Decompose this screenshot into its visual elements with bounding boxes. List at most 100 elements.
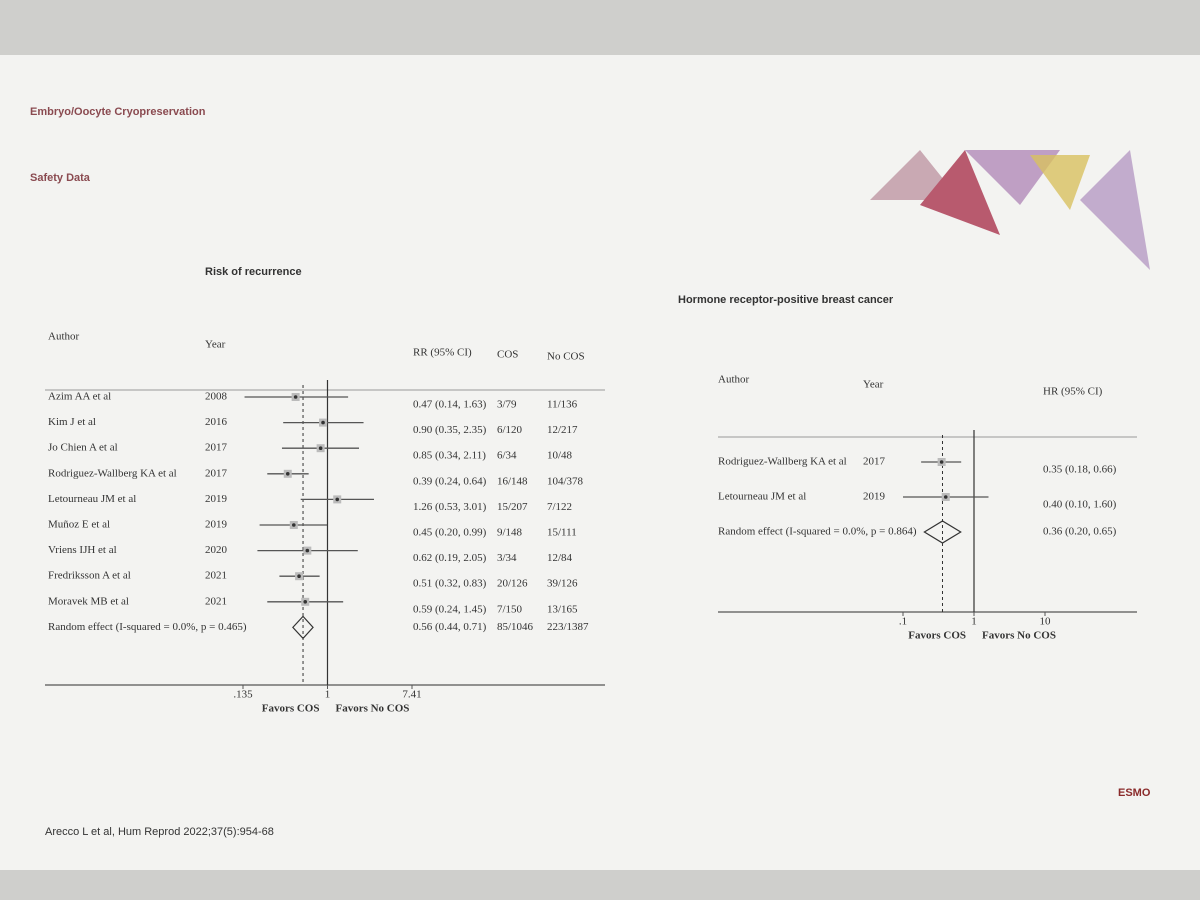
column-header: COS [497, 349, 518, 361]
estimate-label: 0.36 (0.20, 0.65) [1043, 526, 1117, 538]
author: Jo Chien A et al [48, 442, 118, 454]
column-header: HR (95% CI) [1043, 386, 1103, 398]
year: 2021 [205, 595, 227, 607]
estimate-label: 0.40 (0.10, 1.60) [1043, 499, 1117, 511]
author: Fredriksson A et al [48, 570, 131, 582]
author: Moravek MB et al [48, 595, 129, 607]
estimate-label: 0.51 (0.32, 0.83) [413, 578, 487, 590]
year: 2008 [205, 391, 228, 403]
cos: 15/207 [497, 501, 528, 513]
point [321, 420, 325, 425]
favors-label: Favors No COS [335, 703, 409, 715]
cos: 20/126 [497, 578, 528, 590]
point [939, 460, 944, 464]
cos: 6/34 [497, 450, 517, 462]
author: Rodriguez-Wallberg KA et al [48, 467, 177, 479]
no-cos: 12/217 [547, 424, 578, 436]
year: 2019 [205, 519, 228, 531]
no-cos: 104/378 [547, 475, 584, 487]
no-cos: 12/84 [547, 552, 573, 564]
deco [1080, 150, 1150, 270]
no-cos: 39/126 [547, 578, 578, 590]
point [293, 395, 298, 399]
x-tick-label: 10 [1040, 616, 1052, 628]
year: 2019 [205, 493, 228, 505]
author: Rodriguez-Wallberg KA et al [718, 456, 847, 468]
point [285, 472, 290, 476]
estimate-label: 0.62 (0.19, 2.05) [413, 552, 487, 564]
no-cos: 15/111 [547, 527, 577, 539]
author: Kim J et al [48, 416, 96, 428]
author: Vriens IJH et al [48, 544, 117, 556]
estimate-label: 0.90 (0.35, 2.35) [413, 424, 487, 436]
x-tick-label: .135 [233, 689, 253, 701]
column-header: Author [718, 374, 750, 386]
x-tick-label: 1 [325, 689, 331, 701]
deco [920, 150, 1000, 235]
cos: 16/148 [497, 475, 528, 487]
estimate-label: 0.85 (0.34, 2.11) [413, 450, 486, 462]
estimate-label: 0.47 (0.14, 1.63) [413, 399, 487, 411]
favors-label: Favors COS [262, 703, 320, 715]
column-header: No COS [547, 351, 585, 363]
year: 2021 [205, 570, 227, 582]
no-cos: 10/48 [547, 450, 573, 462]
cos: 9/148 [497, 527, 523, 539]
author: Muñoz E et al [48, 519, 110, 531]
year: 2016 [205, 416, 228, 428]
no-cos: 223/1387 [547, 621, 589, 633]
column-header: Year [863, 379, 884, 391]
year: 2017 [863, 456, 886, 468]
point [318, 446, 323, 451]
author: Letourneau JM et al [718, 491, 806, 503]
chart-title: Risk of recurrence [205, 266, 302, 278]
pooled-label: Random effect (I-squared = 0.0%, p = 0.4… [48, 621, 247, 633]
logo: ESMO [1118, 787, 1151, 799]
footer: Arecco L et al, Hum Reprod 2022;37(5):95… [45, 826, 274, 838]
estimate-label: 0.35 (0.18, 0.66) [1043, 464, 1117, 476]
x-tick-label: 1 [971, 616, 977, 628]
estimate-label: 0.39 (0.24, 0.64) [413, 475, 487, 487]
favors-label: Favors COS [908, 630, 966, 642]
year: 2019 [863, 491, 886, 503]
estimate-label: 1.26 (0.53, 3.01) [413, 501, 487, 513]
cos: 3/34 [497, 552, 517, 564]
point [303, 600, 308, 604]
estimate-label: 0.59 (0.24, 1.45) [413, 603, 487, 615]
slide-title: Embryo/Oocyte Cryopreservation [30, 106, 206, 118]
cos: 85/1046 [497, 621, 534, 633]
estimate-label: 0.56 (0.44, 0.71) [413, 621, 487, 633]
chart-title: Hormone receptor-positive breast cancer [678, 294, 894, 306]
deco [965, 150, 1060, 205]
point [335, 497, 340, 502]
column-header: RR (95% CI) [413, 347, 472, 359]
column-header: Year [205, 339, 226, 351]
pooled-label: Random effect (I-squared = 0.0%, p = 0.8… [718, 526, 917, 538]
pooled-diamond [923, 520, 962, 544]
cos: 6/120 [497, 424, 523, 436]
slide-bg [0, 55, 1200, 870]
deco [1030, 155, 1090, 210]
point [943, 495, 948, 499]
slide-title: Safety Data [30, 172, 91, 184]
year: 2017 [205, 442, 228, 454]
estimate-label: 0.45 (0.20, 0.99) [413, 527, 487, 539]
pooled-diamond [292, 615, 314, 640]
column-header: Author [48, 331, 80, 343]
point [292, 523, 296, 527]
no-cos: 7/122 [547, 501, 572, 513]
year: 2020 [205, 544, 228, 556]
no-cos: 13/165 [547, 603, 578, 615]
point [297, 574, 301, 578]
author: Letourneau JM et al [48, 493, 136, 505]
favors-label: Favors No COS [982, 630, 1056, 642]
cos: 7/150 [497, 603, 523, 615]
year: 2017 [205, 467, 228, 479]
no-cos: 11/136 [547, 399, 578, 411]
x-tick-label: 7.41 [402, 689, 421, 701]
x-tick-label: .1 [899, 616, 907, 628]
author: Azim AA et al [48, 391, 111, 403]
cos: 3/79 [497, 399, 517, 411]
